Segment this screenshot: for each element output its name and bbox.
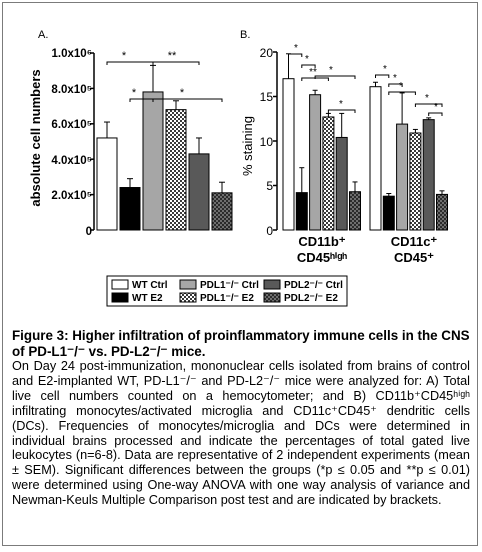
caption: Figure 3: Higher infiltration of proinfl…	[12, 328, 470, 508]
panel-b-sig-labels: * * ** * * * * * * *	[294, 43, 438, 113]
bar-pdl1-e2	[165, 109, 187, 231]
group1-label-line1: CD11b⁺	[298, 234, 345, 249]
bar-pdl1-ctrl	[142, 91, 164, 231]
sig-label: **	[168, 50, 177, 62]
figure-svg: A. absolute cell numbers 0 2.0x10⁵ 4.0x1…	[28, 29, 448, 307]
sig-label: *	[180, 87, 185, 99]
legend-frame	[106, 275, 348, 307]
bar-wt-e2	[382, 195, 395, 231]
figure-frame	[2, 2, 478, 546]
sig-label: **	[309, 67, 317, 78]
panel-b-ytick-label: 0	[266, 224, 273, 238]
bar-wt-ctrl	[369, 86, 382, 231]
chart-area: A. absolute cell numbers 0 2.0x10⁵ 4.0x1…	[28, 29, 448, 307]
bar-pdl1-e2	[322, 116, 335, 231]
bar-wt-e2	[295, 192, 308, 231]
panel-a-sig-labels: * ** * *	[122, 50, 185, 99]
legend-label-pdl1-ctrl: PDL1⁻/⁻ Ctrl	[200, 280, 259, 291]
panel-b-ytick-labels: 0 5 10 15 20	[260, 46, 274, 238]
bar-pdl2-e2	[211, 192, 233, 231]
significance-bracket	[314, 75, 356, 79]
group2-label-line1: CD11c⁺	[391, 234, 438, 249]
legend-swatch-wt-e2	[111, 292, 129, 303]
significance-bracket	[375, 74, 390, 78]
bar-wt-e2	[119, 187, 141, 231]
bar-wt-ctrl	[96, 137, 118, 231]
significance-bracket	[301, 64, 316, 68]
bar-wt-ctrl	[282, 78, 295, 231]
significance-bracket	[388, 91, 416, 95]
sig-label: *	[425, 93, 429, 104]
legend-swatch-wt-ctrl	[111, 279, 129, 290]
panel-b-ylabel: % staining	[240, 116, 255, 176]
legend: WT Ctrl WT E2 PDL1⁻/⁻ Ctrl PDL1⁻/⁻ E2 PD…	[106, 275, 348, 307]
panel-b-ytick-label: 10	[260, 135, 274, 149]
legend-swatch-pdl2-ctrl	[263, 279, 281, 290]
significance-bracket	[414, 103, 443, 107]
caption-title: Figure 3: Higher infiltration of proinfl…	[12, 328, 470, 359]
panel-b-ytick-label: 20	[260, 46, 274, 60]
bar-pdl1-ctrl	[396, 123, 409, 231]
legend-label-pdl1-e2: PDL1⁻/⁻ E2	[200, 293, 254, 304]
bar-pdl2-e2	[436, 193, 448, 231]
legend-label-pdl2-ctrl: PDL2⁻/⁻ Ctrl	[284, 280, 343, 291]
sig-label: *	[132, 87, 137, 99]
significance-bracket	[152, 98, 223, 102]
significance-bracket	[388, 83, 403, 87]
bar-pdl2-ctrl	[335, 136, 348, 231]
bar-pdl2-ctrl	[188, 153, 210, 231]
sig-label: *	[399, 81, 403, 92]
significance-bracket	[152, 61, 200, 65]
panel-a-ytick-label: 1.0x10⁶	[52, 48, 92, 60]
bar-pdl2-e2	[349, 191, 361, 231]
legend-swatch-pdl1-e2	[179, 292, 197, 303]
legend-swatch-pdl1-ctrl	[179, 279, 197, 290]
legend-label-wt-ctrl: WT Ctrl	[132, 280, 168, 291]
sig-label: *	[294, 43, 298, 54]
panel-a-ytick-labels: 0 2.0x10⁵ 4.0x10⁵ 6.0x10⁵ 8.0x10⁵ 1.0x10…	[51, 48, 92, 238]
significance-bracket	[327, 109, 356, 113]
group1-label-line2: CD45ʰⁱᵍʰ	[297, 250, 347, 265]
panel-a-letter: A.	[38, 29, 48, 41]
group2-label-line2: CD45⁺	[394, 250, 434, 265]
sig-label: *	[434, 102, 438, 113]
legend-swatch-pdl2-e2	[263, 292, 281, 303]
bar-pdl2-ctrl	[422, 119, 435, 231]
panel-a-ylabel: absolute cell numbers	[28, 69, 43, 206]
significance-bracket	[288, 53, 303, 57]
sig-label: *	[393, 73, 397, 84]
panel-b-ytick-label: 5	[266, 179, 273, 193]
significance-bracket	[428, 112, 443, 116]
panel-b-letter: B.	[240, 29, 250, 41]
panel-a-ytick-label: 4.0x10⁵	[51, 155, 92, 167]
chart-marks	[90, 51, 448, 231]
panel-b-ytick-label: 15	[260, 90, 274, 104]
sig-label: *	[305, 54, 309, 65]
caption-body: On Day 24 post-immunization, mononuclear…	[12, 359, 470, 508]
legend-label-wt-e2: WT E2	[132, 293, 163, 304]
panel-a-ytick-label: 6.0x10⁵	[51, 119, 92, 131]
sig-label: *	[339, 99, 343, 110]
panel-a-ytick-label: 2.0x10⁵	[51, 190, 92, 202]
bar-pdl1-ctrl	[309, 94, 322, 231]
panel-a-ytick-label: 8.0x10⁵	[51, 84, 92, 96]
sig-label: *	[383, 64, 387, 75]
bar-pdl1-e2	[409, 132, 422, 231]
sig-label: *	[122, 50, 127, 62]
sig-label: *	[329, 65, 333, 76]
significance-bracket	[106, 61, 154, 65]
panel-a-ytick-label: 0	[86, 226, 92, 238]
legend-label-pdl2-e2: PDL2⁻/⁻ E2	[284, 293, 338, 304]
